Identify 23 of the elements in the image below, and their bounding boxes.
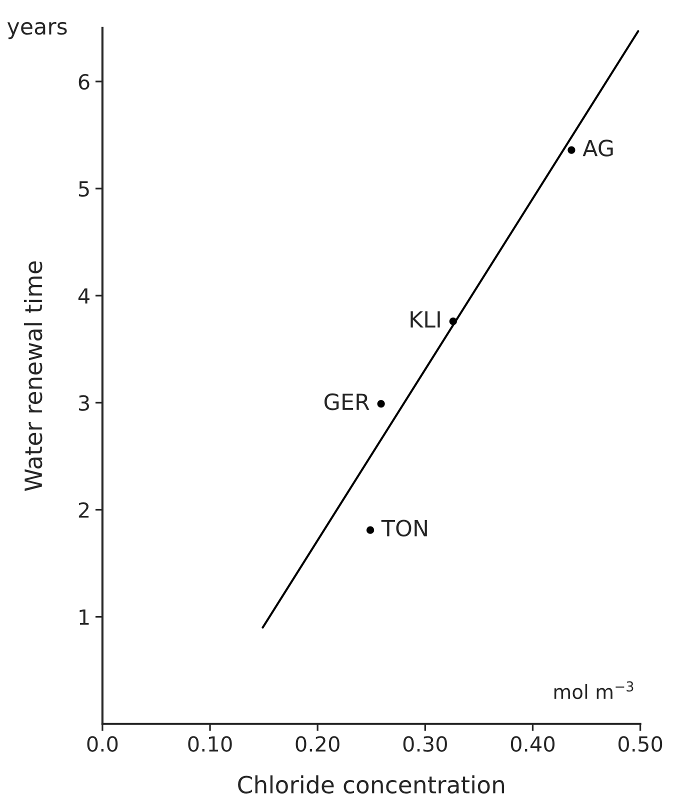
y-tick-label: 3: [78, 395, 89, 411]
y-tick-label: 4: [78, 288, 90, 304]
x-axis-title: Chloride concentration: [238, 775, 504, 794]
annotation: KLI: [410, 311, 440, 328]
point: [377, 400, 385, 408]
x-tick-label: 0.10: [188, 736, 232, 752]
x-tick-label: 0.20: [296, 736, 340, 752]
x-tick-label: 0.50: [618, 736, 662, 752]
y-tick-label: 1: [80, 610, 89, 625]
x-tick-label: 0.40: [510, 736, 555, 752]
annotation: GER: [324, 393, 370, 410]
y-axis-title: Water renewal time: [24, 261, 42, 491]
point: [366, 526, 374, 534]
y-tick-label: 5: [78, 181, 89, 197]
point: [568, 146, 576, 154]
x-tick-label: 0.0: [87, 736, 118, 752]
annotation: AG: [582, 140, 613, 156]
text: years: [7, 22, 67, 40]
annotation: mol m$^{−3}$: [554, 681, 634, 700]
y-tick-label: 2: [78, 502, 89, 518]
y-tick-label: 6: [78, 74, 90, 90]
annotation: TON: [381, 520, 427, 537]
x-tick-label: 0.30: [403, 736, 447, 752]
